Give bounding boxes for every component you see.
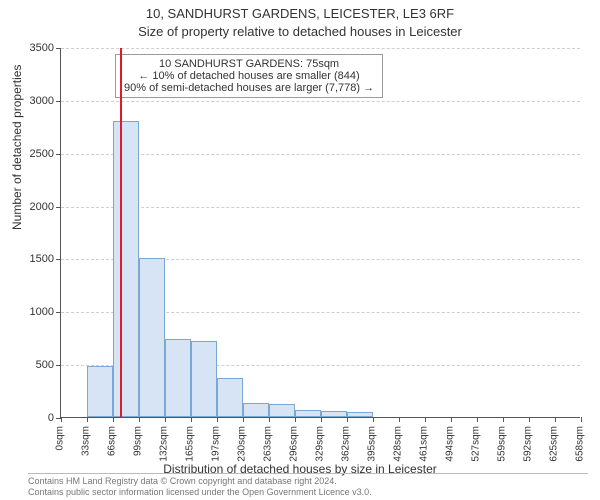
- histogram-bar: [217, 378, 243, 417]
- xtick-label: 362sqm: [341, 426, 352, 462]
- annotation-box: 10 SANDHURST GARDENS: 75sqm ← 10% of det…: [115, 54, 383, 98]
- ytick-mark: [56, 48, 61, 49]
- histogram-bar: [165, 339, 191, 417]
- plot-area: 10 SANDHURST GARDENS: 75sqm ← 10% of det…: [60, 48, 580, 418]
- xtick-label: 625sqm: [549, 426, 560, 462]
- xtick-mark: [217, 417, 218, 422]
- chart-title-line2: Size of property relative to detached ho…: [0, 24, 600, 39]
- annotation-line2: ← 10% of detached houses are smaller (84…: [124, 70, 374, 82]
- ytick-label: 2000: [4, 201, 54, 213]
- xtick-mark: [243, 417, 244, 422]
- reference-line: [120, 48, 122, 417]
- xtick-label: 99sqm: [133, 426, 144, 456]
- xtick-mark: [269, 417, 270, 422]
- xtick-label: 494sqm: [445, 426, 456, 462]
- histogram-bar: [113, 121, 139, 417]
- xtick-mark: [451, 417, 452, 422]
- xtick-mark: [399, 417, 400, 422]
- xtick-mark: [581, 417, 582, 422]
- xtick-mark: [113, 417, 114, 422]
- annotation-line1: 10 SANDHURST GARDENS: 75sqm: [124, 58, 374, 70]
- xtick-mark: [61, 417, 62, 422]
- histogram-bar: [295, 410, 321, 417]
- ytick-label: 1000: [4, 306, 54, 318]
- chart-container: 10, SANDHURST GARDENS, LEICESTER, LE3 6R…: [0, 0, 600, 500]
- gridline: [61, 101, 580, 102]
- histogram-bar: [321, 411, 347, 417]
- histogram-bar: [87, 366, 113, 417]
- xtick-label: 263sqm: [263, 426, 274, 462]
- xtick-mark: [503, 417, 504, 422]
- histogram-bar: [139, 258, 165, 417]
- ytick-mark: [56, 154, 61, 155]
- xtick-label: 197sqm: [211, 426, 222, 462]
- xtick-label: 658sqm: [575, 426, 586, 462]
- xtick-label: 165sqm: [185, 426, 196, 462]
- ytick-mark: [56, 312, 61, 313]
- xtick-mark: [191, 417, 192, 422]
- ytick-label: 2500: [4, 148, 54, 160]
- ytick-label: 1500: [4, 253, 54, 265]
- xtick-mark: [477, 417, 478, 422]
- xtick-label: 559sqm: [497, 426, 508, 462]
- xtick-label: 296sqm: [289, 426, 300, 462]
- xtick-label: 0sqm: [55, 426, 66, 450]
- xtick-label: 33sqm: [81, 426, 92, 456]
- xtick-mark: [529, 417, 530, 422]
- xtick-mark: [555, 417, 556, 422]
- ytick-mark: [56, 259, 61, 260]
- ytick-label: 500: [4, 359, 54, 371]
- xtick-label: 66sqm: [107, 426, 118, 456]
- xtick-mark: [165, 417, 166, 422]
- xtick-mark: [295, 417, 296, 422]
- xtick-label: 527sqm: [471, 426, 482, 462]
- ytick-mark: [56, 365, 61, 366]
- xtick-mark: [347, 417, 348, 422]
- xtick-label: 461sqm: [419, 426, 430, 462]
- ytick-label: 3500: [4, 42, 54, 54]
- xtick-label: 592sqm: [523, 426, 534, 462]
- xtick-mark: [373, 417, 374, 422]
- xtick-label: 395sqm: [367, 426, 378, 462]
- histogram-bar: [347, 412, 373, 417]
- gridline: [61, 48, 580, 49]
- xtick-mark: [139, 417, 140, 422]
- histogram-bar: [243, 403, 269, 417]
- ytick-mark: [56, 207, 61, 208]
- footer-line2: Contains public sector information licen…: [28, 487, 588, 498]
- xtick-label: 329sqm: [315, 426, 326, 462]
- annotation-line3: 90% of semi-detached houses are larger (…: [124, 82, 374, 94]
- footer-attribution: Contains HM Land Registry data © Crown c…: [28, 473, 588, 498]
- xtick-mark: [425, 417, 426, 422]
- footer-line1: Contains HM Land Registry data © Crown c…: [28, 476, 588, 487]
- xtick-label: 230sqm: [237, 426, 248, 462]
- xtick-label: 428sqm: [393, 426, 404, 462]
- ytick-mark: [56, 101, 61, 102]
- histogram-bar: [269, 404, 295, 417]
- xtick-mark: [321, 417, 322, 422]
- ytick-label: 0: [4, 412, 54, 424]
- xtick-mark: [87, 417, 88, 422]
- histogram-bar: [191, 341, 217, 417]
- ytick-label: 3000: [4, 95, 54, 107]
- xtick-label: 132sqm: [159, 426, 170, 462]
- chart-title-line1: 10, SANDHURST GARDENS, LEICESTER, LE3 6R…: [0, 6, 600, 21]
